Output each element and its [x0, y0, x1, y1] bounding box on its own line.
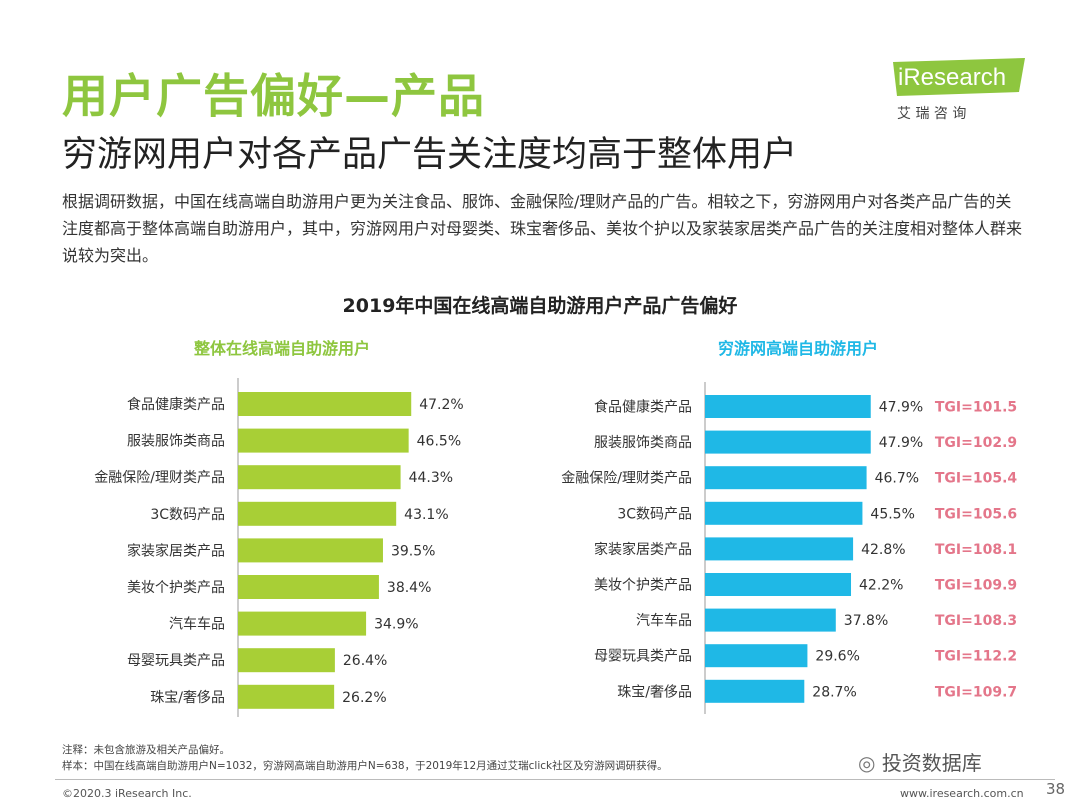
category-label: 服装服饰类商品: [594, 435, 692, 451]
category-label: 母婴玩具类产品: [127, 653, 225, 669]
tgi-label: TGI=109.7: [935, 684, 1017, 700]
tgi-label: TGI=105.4: [935, 471, 1018, 487]
category-label: 家装家居类产品: [594, 541, 692, 558]
value-label: 34.9%: [374, 617, 418, 633]
value-label: 39.5%: [391, 543, 435, 559]
bar: [238, 575, 379, 599]
category-label: 食品健康类产品: [127, 396, 225, 413]
tgi-label: TGI=109.9: [935, 578, 1017, 594]
chart-notes: 注释：未包含旅游及相关产品偏好。 样本：中国在线高端自助游用户N=1032，穷游…: [62, 742, 668, 774]
category-label: 服装服饰类商品: [127, 434, 225, 450]
bar: [705, 679, 805, 703]
sample-text: 样本：中国在线高端自助游用户N=1032，穷游网高端自助游用户N=638，于20…: [62, 760, 668, 772]
tgi-label: TGI=112.2: [935, 649, 1017, 665]
value-label: 47.2%: [419, 397, 463, 413]
category-label: 珠宝/奢侈品: [617, 684, 692, 700]
value-label: 38.4%: [387, 580, 431, 596]
iresearch-logo: iResearch 艾 瑞 咨 询: [893, 58, 1033, 124]
bar: [705, 466, 867, 490]
value-label: 42.8%: [861, 542, 905, 558]
value-label: 45.5%: [870, 506, 914, 522]
bar: [238, 538, 383, 563]
watermark-text: 投资数据库: [881, 751, 982, 775]
category-label: 珠宝/奢侈品: [150, 690, 225, 706]
bar: [238, 428, 409, 453]
bar: [238, 684, 335, 709]
category-label: 母婴玩具类产品: [594, 649, 692, 665]
category-label: 金融保险/理财类产品: [94, 470, 225, 486]
body-paragraph: 根据调研数据，中国在线高端自助游用户更为关注食品、服饰、金融保险/理财产品的广告…: [62, 192, 1023, 265]
page-title: 用户广告偏好—产品: [62, 69, 485, 123]
category-label: 食品健康类产品: [594, 399, 692, 416]
bar: [705, 430, 871, 454]
value-label: 47.9%: [879, 400, 923, 416]
value-label: 37.8%: [844, 613, 888, 629]
value-label: 43.1%: [404, 507, 448, 523]
bar: [238, 501, 397, 526]
bar: [238, 648, 335, 673]
copyright: ©2020.3 iResearch Inc.: [62, 787, 192, 800]
category-label: 美妆个护类产品: [127, 580, 225, 596]
value-label: 42.2%: [859, 578, 903, 594]
category-label: 美妆个护类产品: [594, 578, 692, 594]
website-link[interactable]: www.iresearch.com.cn: [900, 787, 1024, 800]
category-label: 3C数码产品: [150, 507, 225, 523]
bar: [705, 537, 854, 561]
logo-subtitle: 艾 瑞 咨 询: [897, 106, 966, 122]
category-label: 金融保险/理财类产品: [561, 471, 692, 487]
bar: [705, 501, 863, 525]
bar-chart: 整体在线高端自助游用户 穷游网高端自助游用户 食品健康类产品 47.2% 服装服饰类…: [94, 339, 1018, 717]
category-label: 汽车车品: [636, 612, 692, 629]
panel-title-overall: 整体在线高端自助游用户: [193, 339, 370, 358]
value-label: 46.5%: [417, 434, 461, 450]
value-label: 46.7%: [875, 471, 919, 487]
page-subtitle: 穷游网用户对各产品广告关注度均高于整体用户: [62, 135, 798, 175]
note-text: 注释：未包含旅游及相关产品偏好。: [62, 744, 230, 756]
value-label: 29.6%: [815, 649, 859, 665]
value-label: 28.7%: [812, 684, 856, 700]
value-label: 26.4%: [343, 653, 387, 669]
bar: [238, 465, 401, 490]
bar: [705, 395, 871, 418]
value-label: 47.9%: [879, 435, 923, 451]
panel-title-qyer: 穷游网高端自助游用户: [718, 339, 878, 358]
value-label: 44.3%: [409, 470, 453, 486]
bar: [705, 573, 852, 596]
bar: [238, 611, 367, 636]
category-label: 汽车车品: [169, 616, 225, 633]
wechat-icon: ◎: [858, 751, 876, 775]
chart-title: 2019年中国在线高端自助游用户产品广告偏好: [342, 295, 738, 317]
tgi-label: TGI=105.6: [935, 506, 1017, 522]
tgi-label: TGI=108.1: [935, 542, 1017, 558]
footer-divider: [55, 779, 1055, 780]
bar: [705, 644, 808, 668]
value-label: 26.2%: [342, 690, 386, 706]
tgi-label: TGI=108.3: [935, 613, 1017, 629]
tgi-label: TGI=101.5: [935, 400, 1017, 416]
logo-text: iResearch: [898, 64, 1006, 91]
category-label: 3C数码产品: [617, 506, 692, 522]
watermark: ◎ 投资数据库: [858, 747, 982, 776]
category-label: 家装家居类产品: [127, 542, 225, 559]
bar: [705, 608, 836, 632]
tgi-label: TGI=102.9: [935, 435, 1017, 451]
bar: [238, 392, 412, 416]
page-number: 38: [1046, 780, 1066, 798]
